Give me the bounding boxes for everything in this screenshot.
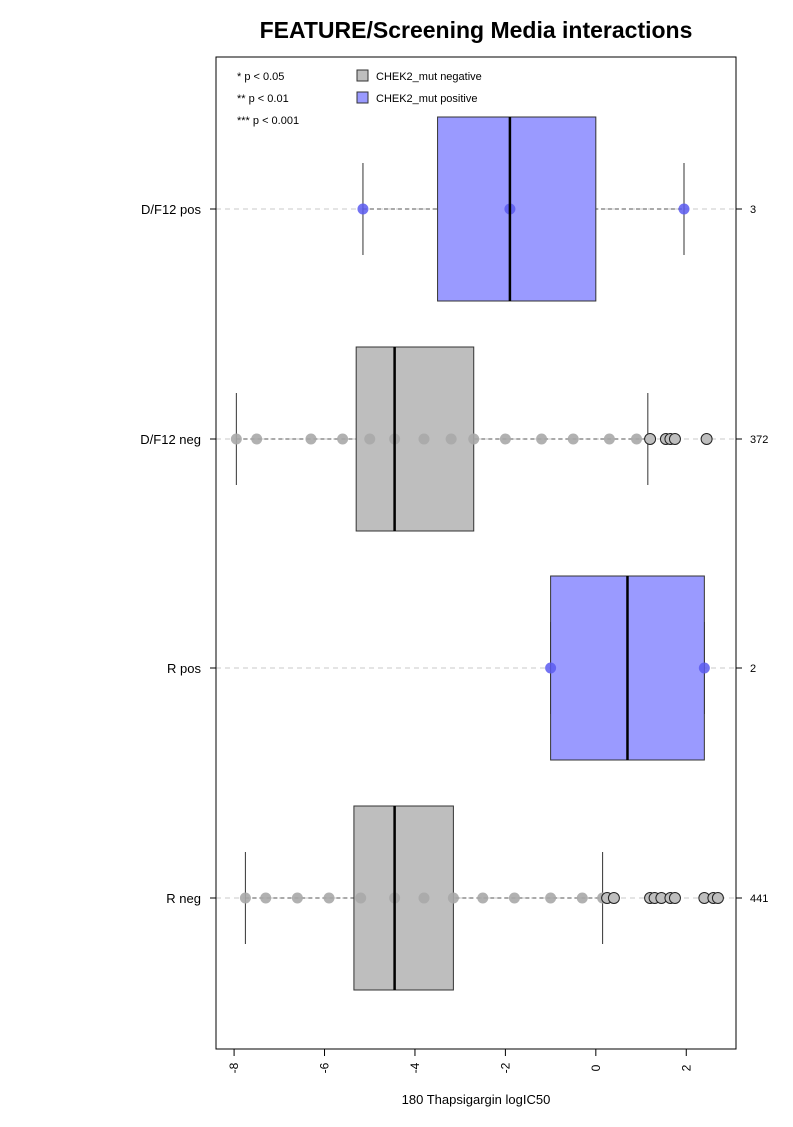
data-point xyxy=(678,203,690,215)
data-point xyxy=(445,433,457,445)
data-point xyxy=(357,203,369,215)
significance-legend-item: *** p < 0.001 xyxy=(237,115,299,127)
box xyxy=(353,805,454,991)
chart-title: FEATURE/Screening Media interactions xyxy=(260,17,693,43)
data-point xyxy=(698,662,710,674)
data-point xyxy=(631,433,643,445)
grid-layer xyxy=(216,208,736,899)
outlier-point xyxy=(644,433,657,445)
legend: * p < 0.05 ** p < 0.01 *** p < 0.001 CHEK2_… xyxy=(237,69,482,127)
data-point xyxy=(251,433,263,445)
data-point xyxy=(260,892,272,904)
group-label: R pos xyxy=(167,661,201,676)
outlier-point xyxy=(607,892,620,904)
x-tick-label: -8 xyxy=(227,1062,241,1073)
data-point xyxy=(468,433,480,445)
group-label: D/F12 neg xyxy=(140,432,201,447)
data-point xyxy=(603,433,615,445)
data-point xyxy=(508,892,520,904)
x-axis: -8 -6 -4 -2 0 2 xyxy=(227,1048,693,1073)
data-point xyxy=(418,433,430,445)
legend-label: CHEK2_mut positive xyxy=(376,93,478,105)
legend-swatch xyxy=(356,91,369,104)
x-axis-label: 180 Thapsigargin logIC50 xyxy=(402,1092,551,1107)
data-point xyxy=(355,892,367,904)
data-point xyxy=(499,433,511,445)
group-labels: D/F12 pos 3 D/F12 neg 372 R pos 2 R neg 441 xyxy=(140,202,768,906)
group-count: 2 xyxy=(750,663,756,675)
data-point xyxy=(230,433,242,445)
data-point xyxy=(239,892,251,904)
outlier-point xyxy=(711,892,724,904)
data-point xyxy=(291,892,303,904)
data-point xyxy=(536,433,548,445)
x-tick-label: -2 xyxy=(498,1062,512,1073)
significance-legend-item: ** p < 0.01 xyxy=(237,93,289,105)
data-point xyxy=(418,892,430,904)
data-point xyxy=(545,662,557,674)
group-count: 441 xyxy=(750,893,768,905)
x-tick-label: 2 xyxy=(679,1064,693,1071)
data-layer xyxy=(230,116,724,991)
data-point xyxy=(305,433,317,445)
data-point xyxy=(364,433,376,445)
x-tick-label: 0 xyxy=(589,1064,603,1071)
legend-label: CHEK2_mut negative xyxy=(376,71,482,83)
data-point xyxy=(477,892,489,904)
outlier-point xyxy=(668,433,681,445)
data-point xyxy=(576,892,588,904)
legend-swatch xyxy=(356,69,369,82)
data-point xyxy=(323,892,335,904)
group-count: 3 xyxy=(750,204,756,216)
box xyxy=(437,116,597,302)
x-tick-label: -6 xyxy=(318,1062,332,1073)
data-point xyxy=(567,433,579,445)
group-label: D/F12 pos xyxy=(141,202,201,217)
data-point xyxy=(337,433,349,445)
outlier-point xyxy=(668,892,681,904)
data-point xyxy=(545,892,557,904)
x-tick-label: -4 xyxy=(408,1062,422,1073)
group-label: R neg xyxy=(166,891,201,906)
significance-legend-item: * p < 0.05 xyxy=(237,71,284,83)
outlier-point xyxy=(700,433,713,445)
data-point xyxy=(447,892,459,904)
group-count: 372 xyxy=(750,434,768,446)
